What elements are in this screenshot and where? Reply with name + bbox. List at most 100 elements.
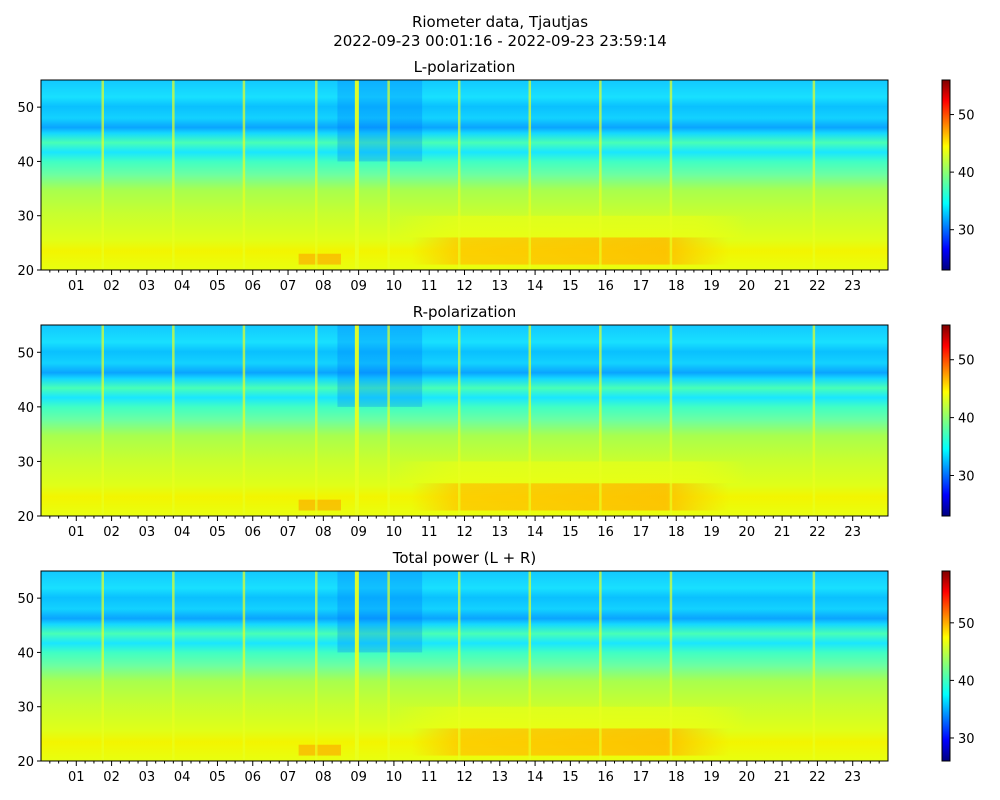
- heatmap-hot-region: [411, 728, 730, 756]
- heatmap-hot-spot: [298, 499, 341, 511]
- x-tick-label: 04: [174, 279, 191, 294]
- panel-title: Total power (L + R): [392, 549, 537, 567]
- x-tick-label: 08: [315, 525, 332, 540]
- x-tick-label: 09: [350, 525, 367, 540]
- x-tick-label: 18: [668, 770, 685, 785]
- heatmap-vertical-band: [354, 325, 359, 516]
- x-tick-label: 22: [809, 770, 826, 785]
- heatmap-vertical-band: [315, 325, 318, 516]
- x-tick-label: 15: [562, 770, 579, 785]
- y-tick-label: 20: [17, 755, 34, 770]
- x-tick-label: 01: [68, 279, 85, 294]
- heatmap-vertical-band: [101, 571, 105, 761]
- y-tick-label: 40: [17, 155, 34, 170]
- figure-title-line1: Riometer data, Tjautjas: [412, 13, 588, 31]
- y-tick-label: 50: [17, 101, 34, 116]
- x-tick-label: 07: [280, 770, 297, 785]
- panel-3: Total power (L + R) 01 02 03 04 05 06 07 08 09 10 1…: [17, 549, 974, 785]
- y-tick-label: 40: [17, 401, 34, 416]
- y-tick-label: 20: [17, 510, 34, 525]
- heatmap-vertical-band: [387, 325, 390, 516]
- heatmap-vertical-band: [354, 571, 359, 761]
- x-tick-label: 15: [562, 525, 579, 540]
- heatmap-vertical-band: [457, 325, 461, 516]
- heatmap-warm-region: [393, 215, 747, 238]
- colorbar: [942, 325, 950, 516]
- x-tick-label: 17: [633, 279, 650, 294]
- heatmap-hot-spot: [298, 744, 341, 756]
- colorbar-tick-label: 30: [958, 469, 975, 484]
- y-tick-label: 40: [17, 646, 34, 661]
- x-tick-label: 10: [386, 770, 403, 785]
- heatmap-vertical-band: [315, 80, 318, 270]
- y-tick-label: 30: [17, 210, 34, 225]
- x-tick-label: 22: [809, 279, 826, 294]
- heatmap-vertical-band: [242, 325, 246, 516]
- x-tick-label: 10: [386, 279, 403, 294]
- heatmap-vertical-band: [101, 325, 105, 516]
- colorbar-tick-label: 40: [958, 674, 975, 689]
- heatmap-vertical-band: [812, 325, 816, 516]
- heatmap-vertical-band: [315, 571, 318, 761]
- panel-2: R-polarization 01 02 03 04 05 06 07 08 09 10 11 12 13…: [17, 303, 974, 540]
- x-tick-label: 16: [597, 525, 614, 540]
- colorbar-tick-label: 30: [958, 224, 975, 239]
- x-tick-label: 19: [703, 279, 720, 294]
- figure-title-line2: 2022-09-23 00:01:16 - 2022-09-23 23:59:1…: [333, 32, 667, 50]
- x-tick-label: 09: [350, 279, 367, 294]
- x-tick-label: 23: [844, 770, 861, 785]
- heatmap-vertical-band: [387, 80, 390, 270]
- x-tick-label: 04: [174, 525, 191, 540]
- colorbar: [942, 80, 950, 270]
- x-tick-label: 13: [492, 525, 509, 540]
- x-tick-label: 21: [774, 525, 791, 540]
- x-tick-label: 21: [774, 279, 791, 294]
- colorbar-frame: [941, 570, 951, 762]
- x-tick-label: 04: [174, 770, 191, 785]
- heatmap-vertical-band: [172, 80, 175, 270]
- heatmap-hot-region: [411, 483, 730, 511]
- panel-title: R-polarization: [413, 303, 516, 321]
- x-tick-label: 14: [527, 770, 544, 785]
- x-tick-label: 18: [668, 279, 685, 294]
- heatmap-vertical-band: [528, 80, 532, 270]
- y-tick-label: 30: [17, 701, 34, 716]
- x-tick-label: 06: [244, 770, 261, 785]
- heatmap-vertical-band: [242, 80, 246, 270]
- x-tick-label: 07: [280, 279, 297, 294]
- heatmap-vertical-band: [242, 571, 246, 761]
- heatmap-vertical-band: [599, 571, 602, 761]
- heatmap-hot-region: [411, 237, 730, 265]
- heatmap-vertical-band: [599, 325, 602, 516]
- x-tick-label: 16: [597, 770, 614, 785]
- x-tick-label: 14: [527, 525, 544, 540]
- heatmap-hot-spot: [298, 253, 341, 265]
- panel-title: L-polarization: [414, 58, 516, 76]
- x-tick-label: 05: [209, 525, 226, 540]
- heatmap-vertical-band: [457, 571, 461, 761]
- y-tick-label: 20: [17, 264, 34, 279]
- colorbar-tick-label: 50: [958, 617, 975, 632]
- x-tick-label: 12: [456, 279, 473, 294]
- heatmap-vertical-band: [172, 325, 175, 516]
- x-tick-label: 22: [809, 525, 826, 540]
- colorbar-frame: [941, 79, 951, 271]
- x-tick-label: 23: [844, 525, 861, 540]
- y-tick-label: 30: [17, 455, 34, 470]
- x-tick-label: 02: [103, 279, 120, 294]
- heatmap-warm-region: [393, 461, 747, 484]
- x-tick-label: 21: [774, 770, 791, 785]
- x-tick-label: 02: [103, 770, 120, 785]
- x-tick-label: 07: [280, 525, 297, 540]
- x-tick-label: 20: [739, 770, 756, 785]
- heatmap-cool-region: [337, 80, 423, 162]
- x-tick-label: 08: [315, 279, 332, 294]
- x-tick-label: 14: [527, 279, 544, 294]
- x-tick-label: 13: [492, 279, 509, 294]
- heatmap-cool-region: [337, 325, 423, 407]
- heatmap-vertical-band: [669, 571, 673, 761]
- x-tick-label: 15: [562, 279, 579, 294]
- panel-1: L-polarization 01 02 03 04 05 06 07 08 09 10 11 12 13…: [17, 58, 974, 294]
- heatmap-vertical-band: [599, 80, 602, 270]
